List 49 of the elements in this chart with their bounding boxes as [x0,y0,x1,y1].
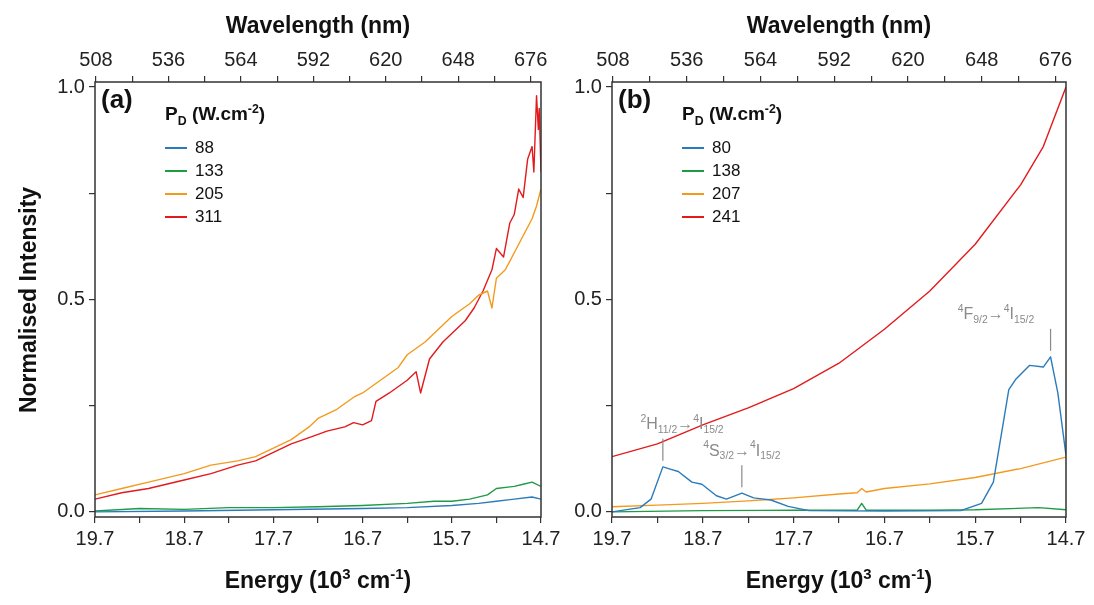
x2-tick-label: 676 [1038,47,1073,70]
x2-tick-label: 564 [743,47,778,70]
legend-title: P$_{D}$ (W.cm$^{-2}$) [682,102,783,129]
x2-tick-label: 536 [670,47,704,70]
annotation: (b) [618,84,652,115]
legend-title: P$_{D}$ (W.cm$^{-2}$) [165,102,266,129]
x-tick-label: 16.7 [864,526,904,549]
y-tick-label: 0.0 [574,499,602,522]
x-tick-label: 19.7 [75,526,115,549]
legend-label: 205 [195,183,224,204]
x2-tick-label: 536 [151,47,186,70]
x-tick-label: 17.7 [253,526,293,549]
x-axis-title: Energy (10$^{3}$ cm$^{-1}$) [224,565,412,594]
x-tick-label: 18.7 [164,526,204,549]
x2-tick-label: 648 [965,47,999,70]
x2-tick-label: 508 [79,47,113,70]
legend-label: 133 [195,160,224,181]
y-tick-label: 0.5 [574,287,602,310]
x-tick-label: 17.7 [774,526,814,549]
legend-label: 207 [712,183,741,204]
legend-label: 80 [712,137,731,158]
legend-label: 311 [195,206,223,227]
legend-label: 241 [712,206,741,227]
legend-label: 138 [712,160,741,181]
annotation: (a) [101,84,133,115]
x2-tick-label: 564 [224,47,258,70]
x2-tick-label: 592 [296,47,331,70]
x-tick-label: 15.7 [955,526,995,549]
x-tick-label: 14.7 [1046,526,1086,549]
x2-tick-label: 648 [441,47,475,70]
x-axis-title: Energy (10$^{3}$ cm$^{-1}$) [745,565,933,594]
x-tick-label: 18.7 [683,526,723,549]
x-tick-label: 16.7 [343,526,383,549]
x-tick-label: 14.7 [521,526,561,549]
x2-axis-title: Wavelength (nm) [225,12,411,39]
x-tick-label: 19.7 [592,526,632,549]
y-tick-label: 0.0 [57,499,85,522]
x2-tick-label: 620 [369,47,403,70]
y-tick-label: 1.0 [57,74,85,97]
legend-label: 88 [195,137,214,158]
y-axis-title: Normalised Intensity [14,186,42,413]
x2-tick-label: 508 [596,47,630,70]
x2-tick-label: 620 [891,47,925,70]
y-tick-label: 1.0 [574,74,602,97]
x2-tick-label: 592 [817,47,851,70]
x2-tick-label: 676 [513,47,548,70]
y-tick-label: 0.5 [57,287,85,310]
x-tick-label: 15.7 [432,526,472,549]
x2-axis-title: Wavelength (nm) [746,12,932,39]
